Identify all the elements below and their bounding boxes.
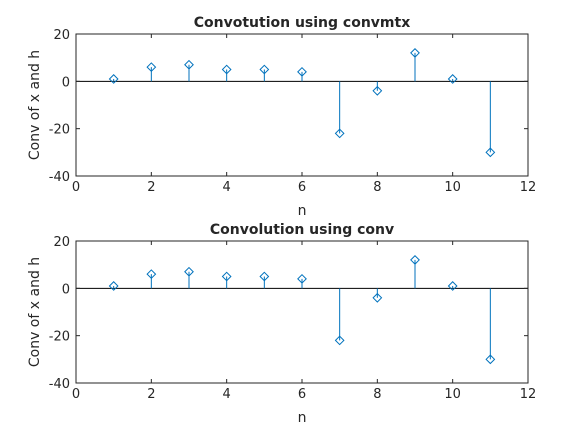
axes-frame — [75, 33, 529, 177]
y-tick-label: 20 — [53, 28, 70, 43]
x-axis-label: n — [298, 410, 307, 426]
subplot-top: Convotution using convmtx n Conv of x an… — [27, 15, 536, 219]
stem-marker — [410, 255, 420, 265]
stem-marker — [334, 128, 345, 139]
stem-marker — [372, 292, 383, 303]
y-tick-label: 20 — [53, 235, 70, 250]
stem-marker — [485, 354, 496, 365]
y-axis-label: Conv of x and h — [27, 50, 43, 160]
x-tick-label: 12 — [520, 180, 537, 195]
stem-marker — [410, 48, 420, 58]
stem-marker — [108, 74, 119, 84]
stem-marker — [146, 269, 157, 280]
stem-marker — [334, 335, 345, 346]
stem-marker — [485, 147, 496, 158]
subplot-title: Convotution using convmtx — [194, 15, 411, 31]
x-tick-label: 4 — [223, 180, 231, 195]
stem-marker — [108, 281, 119, 291]
x-tick-label: 8 — [373, 180, 381, 195]
x-tick-label: 12 — [520, 387, 537, 402]
stem-marker — [146, 62, 157, 73]
y-tick-label: -40 — [49, 377, 70, 392]
axes-frame — [75, 240, 529, 384]
y-tick-label: -20 — [49, 330, 70, 345]
plot-area: 0 2 4 6 8 10 12 20 0 -20 -40 — [49, 235, 537, 402]
stem-marker — [297, 273, 307, 284]
x-tick-label: 6 — [298, 387, 306, 402]
y-tick-label: -40 — [49, 170, 70, 185]
stem-marker — [259, 64, 270, 75]
stem-marker — [297, 66, 307, 77]
y-tick-label: 0 — [62, 282, 70, 297]
x-tick-label: 2 — [147, 180, 155, 195]
x-tick-label: 8 — [373, 387, 381, 402]
x-tick-label: 10 — [444, 180, 461, 195]
stem-marker — [447, 281, 458, 291]
stem-marker — [447, 74, 458, 84]
x-tick-label: 4 — [223, 387, 231, 402]
y-tick-label: -20 — [49, 123, 70, 138]
x-tick-label: 10 — [444, 387, 461, 402]
x-axis-label: n — [298, 203, 307, 219]
y-axis-label: Conv of x and h — [27, 257, 43, 367]
stem-marker — [221, 64, 232, 75]
stem-marker — [221, 271, 232, 282]
x-tick-label: 6 — [298, 180, 306, 195]
plot-area: 0 2 4 6 8 10 12 20 0 -20 -40 — [49, 28, 537, 195]
stem-marker — [184, 266, 194, 277]
x-tick-label: 0 — [72, 387, 80, 402]
stem-marker — [372, 85, 383, 96]
x-tick-label: 0 — [72, 180, 80, 195]
stem-marker — [184, 59, 194, 70]
y-tick-label: 0 — [62, 75, 70, 90]
subplot-title: Convolution using conv — [210, 222, 394, 238]
x-tick-label: 2 — [147, 387, 155, 402]
subplot-bottom: Convolution using conv n Conv of x and h… — [27, 222, 536, 426]
stem-marker — [259, 271, 270, 282]
